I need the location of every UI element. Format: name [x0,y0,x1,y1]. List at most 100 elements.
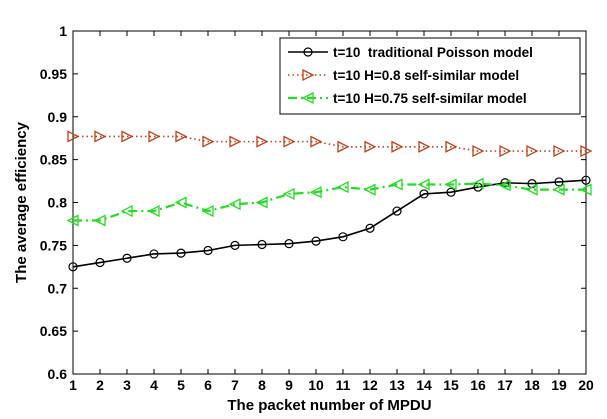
data-point [147,205,160,218]
data-point [500,178,510,188]
legend-entry: t=10 H=0.8 self-similar model [288,68,519,83]
y-tick-label: 0.95 [40,66,67,82]
data-point [176,248,186,258]
x-tick-label: 17 [497,377,513,393]
x-tick-label: 11 [336,377,351,393]
legend-marker [302,68,315,82]
data-point [256,135,269,148]
x-tick-label: 3 [123,377,131,393]
data-point [337,140,350,153]
data-point [255,196,268,209]
x-tick-label: 8 [258,377,266,393]
data-point [338,232,348,242]
legend-box [279,37,581,115]
x-tick-label: 16 [470,377,486,393]
x-tick-label: 2 [96,377,104,393]
y-tick-label: 0.85 [40,152,67,168]
data-point [68,262,78,272]
data-point [580,144,593,158]
y-tick-label: 0.9 [48,109,68,125]
data-point [95,257,105,268]
x-tick-label: 7 [231,377,239,393]
legend-entry: t=10 H=0.75 self-similar model [288,91,527,106]
series-2 [67,130,593,158]
legend: t=10 traditional Poisson model t=10 H=0.8… [279,37,581,115]
data-point [66,214,79,227]
legend-entry: t=10 traditional Poisson model [288,45,533,60]
data-point [419,189,429,199]
legend-marker [303,47,313,57]
x-tick-label: 14 [416,377,432,393]
data-point [581,175,591,185]
data-point [446,187,456,197]
data-point [174,196,187,209]
data-point [120,205,133,218]
data-point [311,236,321,246]
data-point [498,179,511,192]
legend-marker [301,91,314,105]
x-tick-label: 1 [69,377,77,393]
data-point [525,183,538,196]
data-point [202,135,215,148]
data-point [579,183,592,196]
data-point [553,144,566,158]
x-tick-label: 12 [362,377,378,393]
data-point [148,130,161,143]
legend-label: t=10 H=0.8 self-similar model [333,68,519,83]
y-axis-title: The average efficiency [13,121,30,283]
data-point [229,135,242,148]
y-tick-label: 0.75 [40,237,67,253]
legend-label: t=10 traditional Poisson model [333,45,533,60]
data-point [201,205,214,218]
data-point [310,135,323,148]
data-point [228,198,241,211]
data-point [283,135,296,148]
y-tick-label: 0.65 [40,323,67,339]
data-point [418,140,431,153]
data-point [363,183,376,196]
data-point [203,245,213,256]
data-point [282,187,295,200]
data-point [526,144,539,158]
y-tick-label: 0.8 [48,195,68,211]
x-tick-label: 4 [150,377,158,393]
data-point [93,214,106,227]
data-point [554,177,564,187]
y-tick-label: 1 [59,23,67,39]
data-point [365,223,375,233]
y-tick-label: 0.7 [48,280,68,296]
data-point [392,206,402,216]
x-tick-label: 20 [578,377,594,393]
x-tick-label: 19 [551,377,567,393]
data-point [499,144,512,158]
x-axis-title: The packet number of MPDU [227,397,431,414]
x-tick-label: 6 [204,377,212,393]
data-point [309,186,322,199]
x-tick-label: 13 [389,377,405,393]
data-point [94,130,107,143]
x-tick-label: 10 [308,377,324,393]
series-layer [66,130,593,272]
data-point [552,183,565,196]
y-tick-label: 0.6 [48,366,68,382]
x-tick-label: 5 [177,377,185,393]
x-tick-label: 15 [443,377,459,393]
data-point [121,130,134,143]
data-point [257,239,267,250]
data-point [445,140,458,153]
x-tick-label: 9 [285,377,293,393]
data-point [67,130,80,143]
data-point [284,239,294,249]
data-point [230,240,240,250]
legend-label: t=10 H=0.75 self-similar model [333,91,527,106]
data-point [122,253,132,263]
x-tick-label: 18 [524,377,540,393]
data-point [471,177,484,190]
data-point [444,178,457,191]
data-point [391,140,404,153]
data-point [175,130,188,143]
data-point [364,140,377,153]
data-point [472,144,485,158]
data-point [336,181,349,194]
